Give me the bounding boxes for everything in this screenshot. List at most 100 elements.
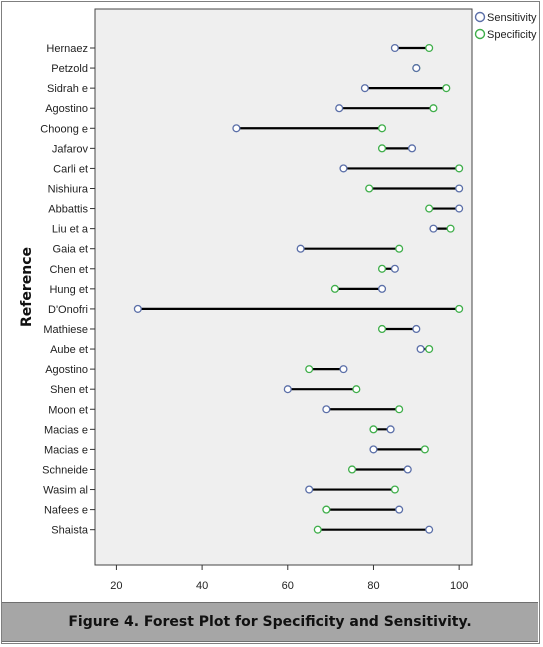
sensitivity-point bbox=[390, 264, 399, 273]
sensitivity-point bbox=[455, 204, 464, 213]
sensitivity-point bbox=[455, 184, 464, 193]
legend-label: Specificity bbox=[487, 29, 537, 41]
specificity-point bbox=[425, 204, 434, 213]
plot-row: Shaista bbox=[51, 525, 434, 537]
sensitivity-point bbox=[296, 244, 305, 253]
sensitivity-point bbox=[232, 124, 241, 133]
x-tick-label: 100 bbox=[450, 580, 468, 592]
sensitivity-point bbox=[429, 224, 438, 233]
row-label: Shen et bbox=[50, 384, 88, 396]
x-tick-label: 40 bbox=[196, 580, 208, 592]
row-label: Abbattis bbox=[48, 204, 88, 216]
plot-row: Shen et bbox=[50, 384, 361, 396]
row-label: Macias e bbox=[44, 444, 88, 456]
plot-row: Nishiura bbox=[48, 183, 464, 195]
specificity-point bbox=[377, 144, 387, 153]
specificity-point bbox=[322, 505, 331, 514]
specificity-point bbox=[330, 284, 339, 293]
plot-row: Macias e bbox=[44, 444, 429, 456]
legend: Sensitivity Specificity bbox=[474, 11, 537, 41]
plot-row: Aube et bbox=[50, 344, 434, 356]
specificity-point bbox=[305, 365, 314, 374]
plot-row: Wasim al bbox=[43, 485, 399, 497]
sensitivity-point bbox=[416, 344, 425, 354]
caption-bar: Figure 4. Forest Plot for Specificity an… bbox=[2, 602, 538, 642]
plot-row: Abbattis bbox=[48, 204, 464, 216]
x-tick-label: 80 bbox=[367, 580, 379, 592]
legend-marker bbox=[474, 11, 486, 23]
row-label: Shaista bbox=[51, 525, 89, 537]
row-label: Agostino bbox=[45, 103, 88, 115]
row-label: Jafarov bbox=[52, 143, 89, 155]
sensitivity-point bbox=[412, 324, 421, 334]
sensitivity-point bbox=[305, 485, 314, 494]
plot-area bbox=[94, 8, 473, 566]
plot-row: Mathiese bbox=[43, 324, 421, 336]
row-label: Sidrah e bbox=[47, 83, 88, 95]
sensitivity-point bbox=[369, 445, 378, 454]
plot-row: Petzold bbox=[51, 63, 421, 75]
specificity-point bbox=[455, 304, 464, 313]
specificity-point bbox=[446, 224, 455, 233]
legend-marker bbox=[474, 28, 486, 40]
plot-row: Liu et a bbox=[52, 224, 455, 236]
sensitivity-point bbox=[360, 84, 369, 93]
plot-row: D'Onofri bbox=[48, 304, 464, 316]
plot-row: Schneide bbox=[42, 464, 412, 476]
sensitivity-point bbox=[133, 304, 142, 313]
row-label: Aube et bbox=[50, 344, 88, 356]
sensitivity-point bbox=[403, 465, 412, 474]
plot-row: Hernaez bbox=[46, 43, 434, 55]
figure-caption: Figure 4. Forest Plot for Specificity an… bbox=[68, 614, 472, 630]
data-rows: Hernaez Petzold Sidrah e Agostino Choong e Ja… bbox=[40, 43, 464, 537]
specificity-point bbox=[377, 324, 387, 334]
specificity-point bbox=[455, 164, 464, 173]
sensitivity-point bbox=[386, 425, 395, 434]
sensitivity-point bbox=[283, 385, 292, 394]
x-axis: 20 40 60 80 100 bbox=[110, 565, 468, 592]
plot-row: Nafees e bbox=[44, 505, 404, 517]
plot-row: Carli et bbox=[53, 163, 464, 175]
row-label: Hung et bbox=[49, 284, 88, 296]
plot-row: Chen et bbox=[49, 264, 399, 276]
specificity-point bbox=[352, 385, 361, 394]
specificity-point bbox=[313, 525, 322, 534]
row-label: Liu et a bbox=[52, 224, 89, 236]
sensitivity-point bbox=[425, 525, 434, 534]
sensitivity-point bbox=[339, 164, 348, 173]
specificity-point bbox=[365, 184, 374, 193]
specificity-point bbox=[425, 344, 434, 354]
row-label: D'Onofri bbox=[48, 304, 88, 316]
plot-row: Macias e bbox=[44, 424, 395, 436]
plot-row: Jafarov bbox=[52, 143, 417, 155]
specificity-point bbox=[395, 244, 404, 253]
legend-item: Specificity bbox=[474, 28, 537, 41]
specificity-point bbox=[420, 445, 429, 454]
sensitivity-point bbox=[335, 104, 344, 113]
row-label: Schneide bbox=[42, 464, 88, 476]
plot-row: Choong e bbox=[40, 123, 387, 135]
row-label: Mathiese bbox=[43, 324, 88, 336]
legend-label: Sensitivity bbox=[487, 12, 537, 24]
plot-row: Agostino bbox=[45, 364, 348, 376]
row-label: Choong e bbox=[40, 123, 88, 135]
legend-item: Sensitivity bbox=[474, 11, 537, 24]
row-label: Petzold bbox=[51, 63, 88, 75]
plot-row: Gaia et bbox=[53, 244, 404, 256]
specificity-point bbox=[429, 104, 438, 113]
sensitivity-point bbox=[339, 365, 348, 374]
sensitivity-point bbox=[395, 505, 404, 514]
plot-row: Hung et bbox=[49, 284, 387, 296]
row-label: Chen et bbox=[49, 264, 88, 276]
y-axis-label: Reference bbox=[19, 247, 35, 327]
row-label: Wasim al bbox=[43, 485, 88, 497]
row-label: Nishiura bbox=[48, 183, 89, 195]
plot-row: Sidrah e bbox=[47, 83, 451, 95]
sensitivity-point bbox=[390, 43, 399, 53]
sensitivity-point bbox=[377, 284, 387, 293]
specificity-point bbox=[395, 405, 404, 414]
specificity-point bbox=[390, 485, 399, 494]
row-label: Agostino bbox=[45, 364, 88, 376]
specificity-point bbox=[377, 264, 387, 273]
row-label: Macias e bbox=[44, 424, 88, 436]
